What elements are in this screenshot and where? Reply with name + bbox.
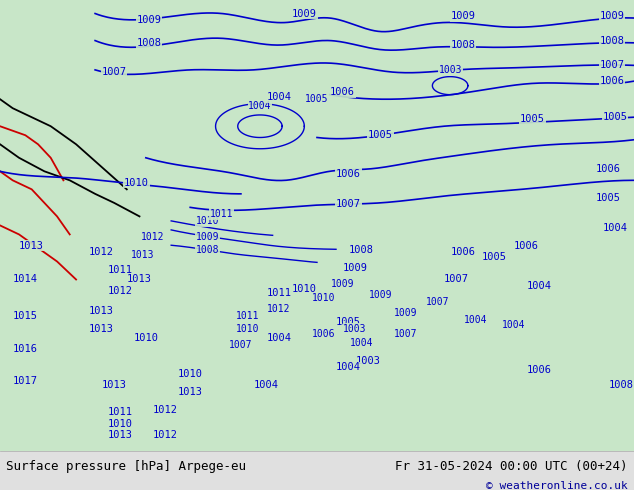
Text: 1005: 1005 [520,115,545,124]
Text: 1004: 1004 [254,380,279,391]
Text: 1010: 1010 [178,369,203,379]
Text: 1009: 1009 [599,11,624,21]
Text: 1006: 1006 [450,247,476,257]
Text: 1004: 1004 [266,333,292,343]
Text: 1007: 1007 [444,274,469,285]
Text: 1008: 1008 [195,245,219,255]
Text: 1008: 1008 [599,36,624,46]
Text: 1006: 1006 [514,241,539,251]
Text: 1005: 1005 [368,130,393,140]
Text: 1010: 1010 [108,419,133,429]
Text: 1017: 1017 [13,376,38,386]
Text: 1011: 1011 [108,408,133,417]
Text: 1008: 1008 [609,380,634,391]
Text: 1005: 1005 [482,252,507,262]
Text: 1013: 1013 [108,430,133,440]
Text: 1012: 1012 [140,232,164,242]
Text: 1004: 1004 [248,101,272,111]
Text: 1008: 1008 [349,245,374,255]
Text: 1007: 1007 [229,340,253,350]
Text: 1011: 1011 [266,288,292,298]
Text: 1007: 1007 [336,199,361,209]
Text: 1013: 1013 [101,380,127,391]
Text: 1012: 1012 [152,405,178,415]
Text: 1006: 1006 [599,76,624,86]
Text: 1006: 1006 [311,329,335,339]
Text: 1013: 1013 [89,324,114,334]
Text: 1008: 1008 [450,40,476,50]
Text: 1009: 1009 [394,308,418,318]
Text: 1008: 1008 [136,38,162,48]
Text: 1006: 1006 [596,164,621,174]
Text: 1013: 1013 [127,274,152,285]
Text: 1009: 1009 [368,290,392,300]
Text: 1010: 1010 [133,333,158,343]
Text: 1009: 1009 [450,11,476,21]
Text: 1013: 1013 [89,306,114,316]
Text: 1015: 1015 [13,311,38,320]
Text: 1009: 1009 [330,279,354,289]
Text: 1004: 1004 [349,338,373,347]
Text: 1010: 1010 [311,293,335,302]
Text: 1006: 1006 [330,87,355,98]
Text: 1007: 1007 [394,329,418,339]
Text: 1011: 1011 [235,311,259,320]
Text: 1010: 1010 [195,216,219,226]
Text: 1013: 1013 [19,241,44,251]
Text: 1010: 1010 [292,284,317,294]
Text: 1004: 1004 [463,315,488,325]
Text: 1006: 1006 [336,169,361,178]
Text: 1005: 1005 [596,194,621,203]
Text: 1012: 1012 [267,304,291,314]
Text: 1013: 1013 [178,387,203,397]
Text: 1010: 1010 [235,324,259,334]
Text: 1012: 1012 [108,286,133,296]
Text: 1009: 1009 [292,8,317,19]
Text: 1004: 1004 [526,281,552,291]
Text: 1004: 1004 [336,363,361,372]
Text: Surface pressure [hPa] Arpege-eu: Surface pressure [hPa] Arpege-eu [6,460,247,473]
Text: 1011: 1011 [210,209,234,219]
Text: 1012: 1012 [89,247,114,257]
Text: 1009: 1009 [342,263,368,273]
Text: 1009: 1009 [195,232,219,242]
Text: 1013: 1013 [131,250,155,260]
Text: Fr 31-05-2024 00:00 UTC (00+24): Fr 31-05-2024 00:00 UTC (00+24) [395,460,628,473]
Text: 1007: 1007 [599,60,624,71]
Text: 1004: 1004 [266,92,292,102]
Text: 1016: 1016 [13,344,38,354]
Text: 1003: 1003 [438,65,462,75]
Text: 1005: 1005 [336,318,361,327]
Text: 1011: 1011 [108,266,133,275]
Text: 1007: 1007 [101,67,127,77]
Text: 1003: 1003 [355,356,380,366]
Text: 1005: 1005 [602,112,628,122]
Text: 1009: 1009 [136,15,162,25]
Text: 1005: 1005 [305,94,329,104]
Text: 1012: 1012 [152,430,178,440]
Text: 1014: 1014 [13,274,38,285]
Text: 1007: 1007 [425,297,450,307]
Text: 1004: 1004 [501,319,526,330]
Text: 1003: 1003 [343,324,367,334]
Text: 1010: 1010 [124,177,149,188]
Text: 1006: 1006 [526,365,552,375]
Text: 1004: 1004 [602,222,628,233]
Text: © weatheronline.co.uk: © weatheronline.co.uk [486,481,628,490]
